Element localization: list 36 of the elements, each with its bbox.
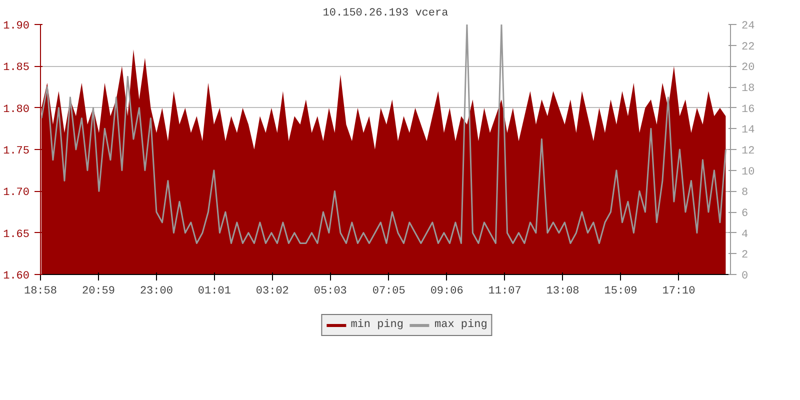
y2-tick-label: 8 <box>742 187 748 200</box>
y2-tick-label: 0 <box>742 270 748 282</box>
y2-tick-label: 4 <box>742 228 748 241</box>
y2-tick-label: 18 <box>742 83 755 95</box>
line-series <box>40 24 726 244</box>
y-tick-label: 1.85 <box>3 62 30 74</box>
y2-tick-label: 14 <box>742 124 756 137</box>
y2-tick-label: 2 <box>742 250 748 262</box>
x-tick-label: 03:02 <box>256 286 289 298</box>
x-tick-label: 05:03 <box>314 286 347 298</box>
x-tick-label: 17:10 <box>662 286 696 298</box>
y-tick-label: 1.90 <box>3 20 30 32</box>
x-tick-label: 15:09 <box>604 286 638 298</box>
y2-tick-label: 10 <box>742 166 755 178</box>
x-tick-label: 09:06 <box>430 286 464 298</box>
y-tick-label: 1.70 <box>3 187 30 200</box>
x-tick-label: 13:08 <box>546 286 580 298</box>
x-tick-label: 11:07 <box>488 286 522 298</box>
legend-label: min ping <box>350 319 404 331</box>
y2-tick-label: 22 <box>742 41 755 54</box>
y2-tick-label: 24 <box>742 20 756 32</box>
y-tick-label: 1.75 <box>3 146 30 158</box>
x-tick-label: 01:01 <box>198 286 232 298</box>
y-tick-label: 1.65 <box>3 228 30 241</box>
x-tick-label: 18:58 <box>24 286 58 298</box>
y2-tick-label: 6 <box>742 208 748 220</box>
legend-label: max ping <box>434 319 488 331</box>
chart-title: 10.150.26.193 vcera <box>322 8 449 20</box>
x-tick-label: 20:59 <box>82 286 115 298</box>
x-tick-label: 07:05 <box>372 286 406 298</box>
y2-tick-label: 16 <box>742 104 755 116</box>
y2-tick-label: 12 <box>742 146 755 158</box>
y2-tick-label: 20 <box>742 62 755 74</box>
y-tick-label: 1.80 <box>3 104 30 116</box>
y-tick-label: 1.60 <box>3 270 30 282</box>
x-tick-label: 23:00 <box>140 286 173 298</box>
